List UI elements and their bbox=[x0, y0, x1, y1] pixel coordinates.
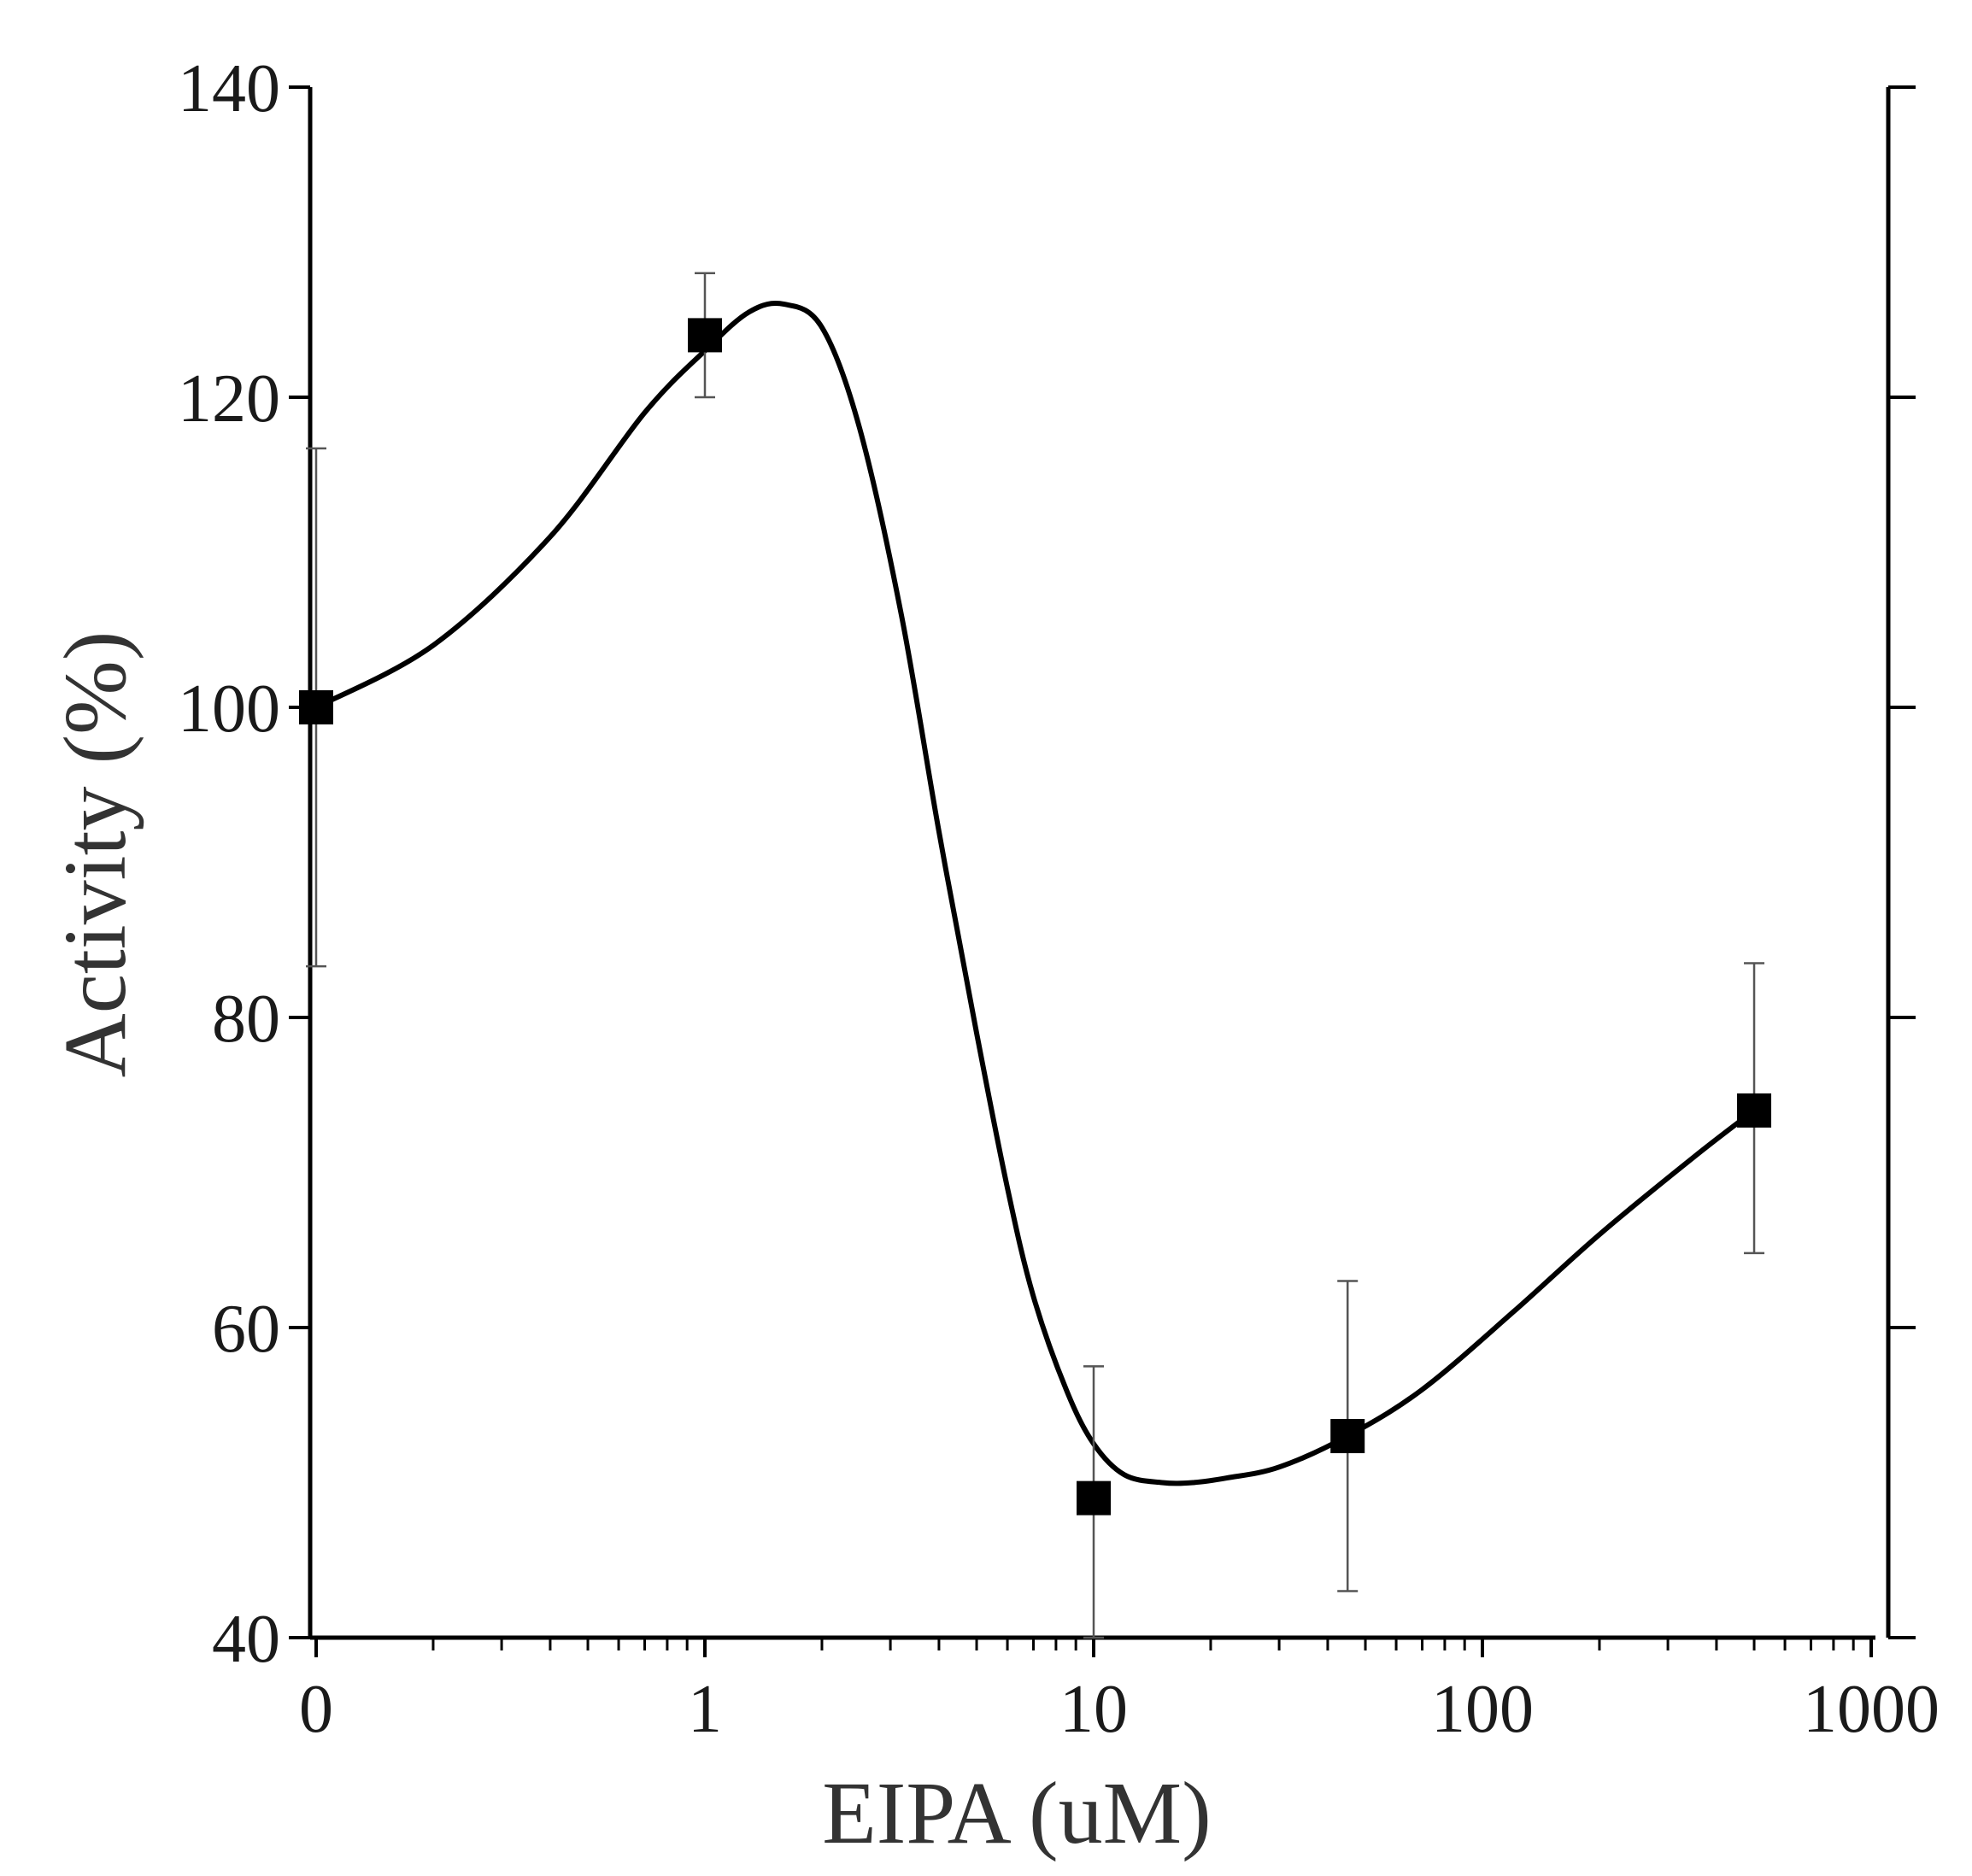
x-tick-label: 1 bbox=[688, 1672, 722, 1747]
fit-curve bbox=[314, 300, 1756, 1486]
y-tick-label: 60 bbox=[212, 1292, 280, 1367]
y-tick-label: 80 bbox=[212, 982, 280, 1057]
data-point bbox=[688, 318, 722, 353]
data-point bbox=[299, 690, 333, 724]
x-tick-label: 10 bbox=[1059, 1672, 1128, 1747]
y-tick-label: 120 bbox=[178, 361, 280, 437]
x-tick-label: 0 bbox=[299, 1672, 333, 1747]
y-ticks: 40 60 80 100 120 140 bbox=[178, 51, 1916, 1677]
data-point bbox=[1737, 1093, 1772, 1128]
data-point bbox=[1077, 1480, 1111, 1515]
error-bars bbox=[306, 272, 1765, 1639]
data-point bbox=[1330, 1419, 1365, 1454]
x-ticks: 0 1 10 100 1000 bbox=[299, 1638, 1940, 1747]
x-tick-label: 100 bbox=[1431, 1672, 1534, 1747]
y-axis-title: Activity (%) bbox=[46, 631, 144, 1078]
y-tick-label: 100 bbox=[178, 671, 280, 747]
y-tick-label: 140 bbox=[178, 51, 280, 126]
y-tick-label: 40 bbox=[212, 1602, 280, 1677]
data-markers bbox=[299, 318, 1772, 1515]
fit-curve-group bbox=[314, 300, 1756, 1486]
axes bbox=[308, 87, 1891, 1640]
x-axis-title: EIPA (uM) bbox=[822, 1764, 1212, 1862]
x-tick-label: 1000 bbox=[1803, 1672, 1940, 1747]
